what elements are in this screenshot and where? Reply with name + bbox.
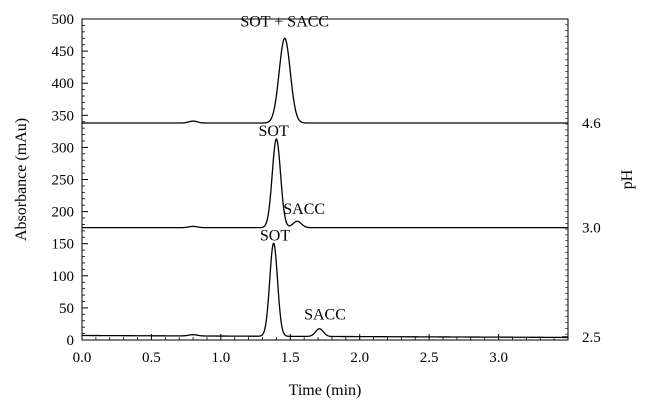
- plot-frame-layer: [81, 18, 569, 341]
- y-tick-label: 300: [52, 140, 75, 156]
- y-tick-label: 100: [52, 269, 75, 285]
- right-tick-label: 3.0: [582, 221, 601, 237]
- y-tick-label: 150: [52, 237, 75, 253]
- y-tick-label: 0: [67, 333, 75, 349]
- x-tick-label: 1.0: [211, 350, 230, 366]
- x-tick-label: 2.0: [350, 350, 369, 366]
- y-tick-label: 250: [52, 173, 75, 189]
- y-tick-label: 50: [59, 301, 74, 317]
- y-tick-label: 350: [52, 108, 75, 124]
- y-tick-label: 400: [52, 76, 75, 92]
- ticks-layer: [81, 18, 568, 341]
- x-axis-label: Time (min): [289, 382, 362, 399]
- x-tick-label: 2.5: [420, 350, 439, 366]
- x-tick-label: 0.0: [73, 350, 92, 366]
- peak-annotation: SACC: [283, 201, 325, 218]
- y-tick-label: 200: [52, 205, 75, 221]
- x-tick-label: 0.5: [142, 350, 161, 366]
- right-tick-label: 2.5: [582, 330, 601, 346]
- x-tick-label: 1.5: [281, 350, 300, 366]
- chromatogram-trace: [82, 242, 568, 339]
- peak-annotation: SOT + SACC: [240, 14, 329, 31]
- y-tick-label: 500: [52, 12, 75, 28]
- y-tick-label: 450: [52, 44, 75, 60]
- peak-annotation: SOT: [260, 227, 290, 244]
- chromatogram-trace: [82, 37, 568, 124]
- peak-annotation: SOT: [259, 123, 289, 140]
- x-tick-label: 3.0: [489, 350, 508, 366]
- right-axis-label: pH: [619, 169, 636, 189]
- labels-layer: 0 50 100 150 200 250 300 350 400 450 500 0.0 0.5 1.0 1…: [52, 12, 602, 366]
- y-axis-label: Absorbance (mAu): [13, 118, 30, 241]
- peak-annotation: SACC: [304, 306, 346, 323]
- chromatogram-trace: [82, 137, 568, 229]
- right-tick-label: 4.6: [582, 116, 601, 132]
- series-layer: [82, 37, 568, 339]
- plot-frame: [81, 18, 569, 341]
